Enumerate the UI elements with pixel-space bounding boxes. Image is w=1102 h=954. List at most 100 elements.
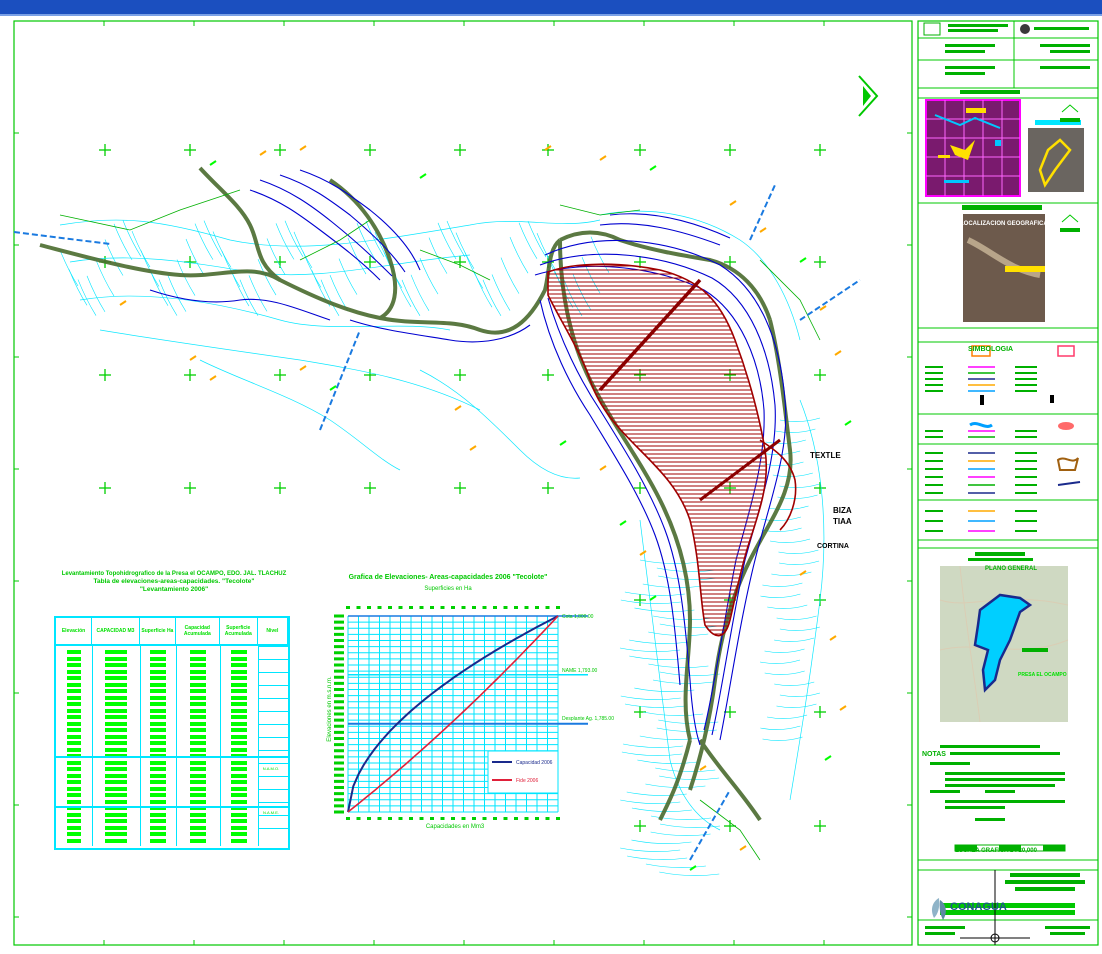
table-cell xyxy=(67,689,81,693)
legend-text-bar xyxy=(1015,372,1037,374)
table-rule xyxy=(258,659,288,660)
table-cell xyxy=(150,747,166,752)
chart-tick-label xyxy=(503,817,508,820)
contour-line xyxy=(760,725,801,730)
table-cell xyxy=(190,806,206,810)
note-text-bar xyxy=(930,762,970,765)
table-cell xyxy=(190,669,206,674)
chart-tick-label xyxy=(334,675,344,679)
map-marker xyxy=(649,165,657,171)
table-cell xyxy=(105,676,127,680)
chart-tick-label xyxy=(334,786,344,789)
table-title-line: Tabla de elevaciones-areas-capacidades. … xyxy=(93,578,255,585)
table-cell xyxy=(231,760,247,765)
table-cell xyxy=(231,682,247,687)
table-cell xyxy=(231,819,247,823)
contour-line xyxy=(86,275,106,313)
table-cell xyxy=(190,715,206,719)
map-marker xyxy=(119,300,127,306)
chart-tick-label xyxy=(334,700,344,704)
legend-text-bar xyxy=(925,492,943,494)
survey-line xyxy=(598,278,702,392)
table-rule xyxy=(258,789,288,790)
reservoir-location-shape xyxy=(973,593,1033,693)
table-rule xyxy=(258,672,288,673)
table-cell xyxy=(150,708,166,713)
contour-line xyxy=(779,417,821,422)
contour-line xyxy=(762,736,803,741)
chart-tick-label xyxy=(334,626,344,630)
chart-tick-label xyxy=(461,817,466,820)
contour-line xyxy=(248,275,268,312)
contour-line xyxy=(645,863,706,868)
table-cell xyxy=(150,656,166,661)
table-divider xyxy=(56,806,288,808)
table-cell xyxy=(150,663,166,667)
map-marker xyxy=(799,570,807,576)
table-cell xyxy=(67,721,81,726)
contour-line xyxy=(624,591,685,596)
table-cell xyxy=(67,676,81,680)
legend-text-bar xyxy=(1015,366,1037,368)
table-cell xyxy=(105,812,127,817)
map-marker xyxy=(329,385,337,391)
legend-text-bar xyxy=(925,460,943,462)
map-marker xyxy=(759,227,767,233)
contour-line xyxy=(759,659,801,664)
legend-label: Fide 2006 xyxy=(516,778,538,784)
note-text-bar xyxy=(945,806,1005,809)
table-cell xyxy=(190,825,206,830)
map-marker xyxy=(299,145,307,151)
table-note: N.A.M.E. xyxy=(262,810,279,815)
legend-text-bar xyxy=(925,484,943,486)
note-text-bar xyxy=(975,818,1005,821)
table-rule xyxy=(258,737,288,738)
table-cell xyxy=(105,702,127,706)
chart-tick-label xyxy=(472,606,476,609)
map-marker xyxy=(739,845,747,851)
table-cell xyxy=(190,689,206,693)
contour-line xyxy=(482,279,502,317)
chart-tick-label xyxy=(334,614,344,618)
note-text-bar xyxy=(945,772,1065,775)
chart-tick-label xyxy=(334,724,344,728)
legend-text-bar xyxy=(1015,378,1037,380)
table-cell xyxy=(190,650,206,654)
table-cell xyxy=(105,786,127,791)
table-cell xyxy=(190,708,206,713)
table-cell xyxy=(231,741,247,745)
table-cell xyxy=(67,786,81,791)
table-cell xyxy=(67,760,81,765)
table-cell xyxy=(231,767,247,771)
table-cell xyxy=(105,708,127,713)
table-cell xyxy=(231,650,247,654)
legend-text-bar xyxy=(925,520,943,522)
table-cell xyxy=(150,825,166,830)
chart-tick-label xyxy=(514,606,518,609)
reservoir-outline xyxy=(547,263,768,637)
chart-tick-label xyxy=(524,817,529,820)
table-column xyxy=(258,646,289,846)
legend-text-bar xyxy=(1015,452,1037,454)
table-cell xyxy=(190,786,206,791)
table-cell xyxy=(190,741,206,745)
drawing-sheet: TEXTLE BIZA TIAA CORTINA Levantamiento T… xyxy=(0,16,1102,954)
contour-line xyxy=(428,237,448,274)
contour-line xyxy=(620,847,681,852)
chart-title: Grafica de Elevaciones- Areas-capacidade… xyxy=(348,574,548,581)
table-cell xyxy=(105,747,127,752)
contour-line xyxy=(779,483,820,488)
chart-tick-label xyxy=(334,645,344,649)
table-cell xyxy=(105,721,127,726)
table-cell xyxy=(67,832,81,836)
contour-line xyxy=(239,279,259,316)
legend-title: SIMBOLOGIA xyxy=(968,346,1014,353)
chart-tick-label xyxy=(334,651,344,655)
table-cell xyxy=(67,819,81,823)
chart-tick-label xyxy=(524,606,529,609)
contour-line xyxy=(765,439,806,444)
contour-line xyxy=(650,815,712,820)
table-column xyxy=(56,646,93,846)
map-marker xyxy=(829,635,837,641)
chart-tick-label xyxy=(556,817,560,820)
